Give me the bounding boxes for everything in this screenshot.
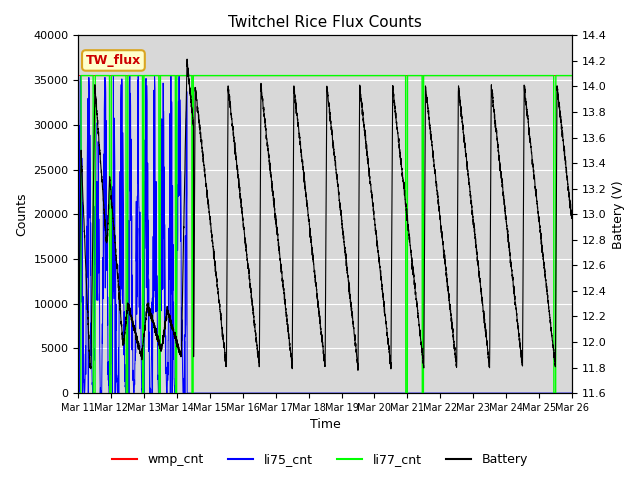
Y-axis label: Counts: Counts (15, 192, 28, 236)
Legend: wmp_cnt, li75_cnt, li77_cnt, Battery: wmp_cnt, li75_cnt, li77_cnt, Battery (107, 448, 533, 471)
X-axis label: Time: Time (310, 419, 340, 432)
Y-axis label: Battery (V): Battery (V) (612, 180, 625, 249)
Title: Twitchel Rice Flux Counts: Twitchel Rice Flux Counts (228, 15, 422, 30)
Text: TW_flux: TW_flux (86, 54, 141, 67)
